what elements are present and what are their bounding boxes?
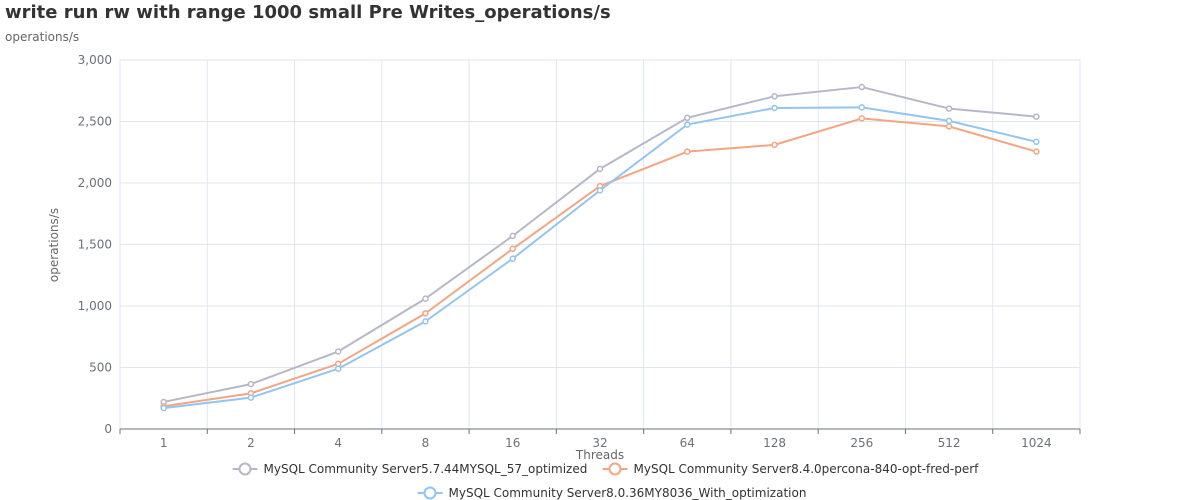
- legend-label: MySQL Community Server8.4.0percona-840-o…: [634, 462, 980, 476]
- series-layer: [160, 83, 1040, 412]
- chart-title: write run rw with range 1000 small Pre W…: [5, 2, 611, 23]
- grid-layer: [119, 59, 1081, 429]
- y-tick-label: 2,000: [78, 176, 112, 190]
- x-tick-label: 8: [422, 436, 430, 450]
- data-point: [945, 117, 953, 125]
- legend-marker: [608, 462, 622, 476]
- data-point: [858, 115, 866, 122]
- x-tick-label: 512: [938, 436, 961, 450]
- data-point: [945, 123, 953, 130]
- x-tick-label: 64: [680, 436, 695, 450]
- legend-item: MySQL Community Server8.0.36MY8036_With_…: [417, 486, 807, 500]
- y-tick-label: 1,500: [78, 238, 112, 252]
- legend-label: MySQL Community Server5.7.44MYSQL_57_opt…: [264, 462, 588, 476]
- legend-marker: [238, 462, 252, 476]
- x-tick-label: 1: [160, 436, 168, 450]
- x-tick-label: 128: [763, 436, 786, 450]
- data-point: [684, 121, 691, 128]
- data-point: [1033, 138, 1040, 146]
- data-point: [334, 365, 342, 372]
- data-point: [858, 83, 866, 91]
- data-point: [1033, 113, 1040, 120]
- y-tick-label: 0: [104, 422, 112, 436]
- x-tick-label: 1024: [1021, 436, 1052, 450]
- data-point: [509, 232, 516, 240]
- data-point: [858, 104, 866, 111]
- legend-label: MySQL Community Server8.0.36MY8036_With_…: [449, 486, 807, 500]
- y-tick-label: 2,500: [78, 115, 112, 129]
- data-point: [334, 348, 342, 355]
- data-point: [247, 380, 255, 388]
- y-tick-label: 3,000: [78, 53, 112, 67]
- x-tick-label: 16: [505, 436, 520, 450]
- series-3: [160, 104, 1040, 412]
- x-axis-label: Threads: [575, 448, 624, 462]
- y-axis-label: operations/s: [47, 208, 61, 282]
- series-1: [160, 83, 1040, 406]
- y-tick-label: 500: [89, 361, 112, 375]
- data-point: [160, 404, 167, 412]
- data-point: [684, 114, 691, 122]
- data-point: [771, 93, 778, 100]
- legend: MySQL Community Server5.7.44MYSQL_57_opt…: [232, 462, 980, 500]
- x-tick-label: 2: [247, 436, 255, 450]
- data-point: [1033, 148, 1040, 155]
- data-point: [596, 165, 604, 173]
- legend-item: MySQL Community Server5.7.44MYSQL_57_opt…: [232, 462, 588, 476]
- data-point: [509, 255, 516, 262]
- legend-marker: [423, 486, 437, 500]
- data-point: [771, 141, 778, 149]
- x-tick-label: 32: [592, 436, 607, 450]
- data-point: [596, 187, 604, 194]
- data-point: [771, 104, 778, 112]
- data-point: [684, 148, 691, 155]
- axis-layer: operations/s Threads 0 500 1,000 1,500 2,000…: [47, 53, 1081, 462]
- data-point: [509, 245, 516, 253]
- data-point: [422, 318, 429, 325]
- y-tick-label: 1,000: [78, 299, 112, 313]
- x-tick-label: 256: [850, 436, 873, 450]
- data-point: [422, 295, 429, 302]
- chart-subtitle: operations/s: [5, 30, 80, 44]
- series-2: [160, 115, 1040, 410]
- data-point: [247, 394, 255, 401]
- data-point: [945, 105, 953, 112]
- data-point: [422, 310, 429, 317]
- legend-item: MySQL Community Server8.4.0percona-840-o…: [602, 462, 980, 476]
- x-tick-label: 4: [334, 436, 342, 450]
